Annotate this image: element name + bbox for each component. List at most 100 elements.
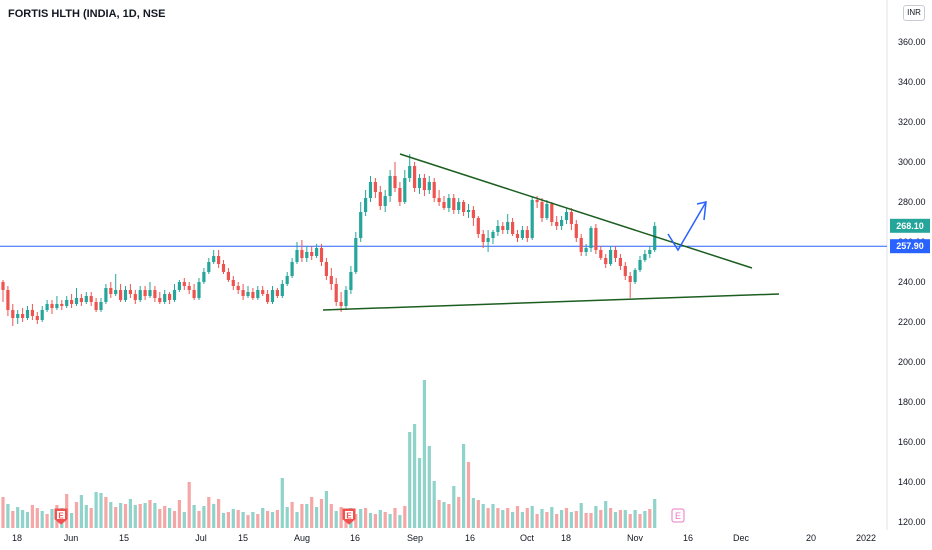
candle-body [324, 262, 328, 276]
candle-body [79, 298, 83, 302]
candle [574, 220, 578, 242]
volume-bar [354, 514, 358, 528]
candle-body [74, 298, 79, 304]
candle-body [457, 202, 461, 210]
candle [231, 276, 235, 290]
volume-bar [133, 505, 137, 528]
volume-bar [501, 510, 505, 528]
volume-bar [403, 506, 407, 528]
volume-bar [643, 511, 647, 528]
candle-body [520, 230, 524, 238]
candle-body [275, 290, 279, 296]
candle [638, 256, 642, 272]
volume-bar [638, 514, 642, 528]
candle-body [30, 310, 34, 316]
candle [138, 286, 142, 302]
candle-body [471, 210, 475, 218]
candle-body [613, 250, 618, 258]
volume-bar [378, 510, 382, 528]
candle-body [525, 230, 529, 238]
volume-bar [310, 497, 314, 528]
candle [99, 298, 103, 312]
candle-body [133, 294, 137, 300]
candle [295, 242, 299, 264]
volume-bar [128, 499, 132, 528]
candle-body [128, 290, 132, 294]
line-price-tag [890, 239, 930, 254]
earnings-marker[interactable]: E [342, 508, 356, 525]
candle [315, 244, 319, 258]
candle-body [393, 176, 397, 188]
volume-bar [275, 510, 279, 528]
candle [280, 280, 284, 298]
candle [520, 226, 524, 240]
candle [310, 246, 314, 260]
candle-body [40, 310, 44, 320]
last-price-label: 268.10 [896, 221, 924, 231]
candle-body [609, 250, 613, 264]
candle [618, 254, 622, 270]
volume-bar [99, 493, 103, 528]
candle-body [594, 228, 598, 250]
volume-bar [290, 502, 294, 528]
candle [114, 274, 118, 296]
volume-bar [246, 515, 250, 528]
volume-bar [50, 509, 54, 528]
currency-badge[interactable]: INR [903, 5, 925, 21]
candle [45, 300, 49, 312]
y-tick-label: 300.00 [898, 157, 926, 167]
x-tick-label: 16 [465, 533, 475, 543]
volume-bar [21, 510, 25, 528]
volume-bar [138, 504, 142, 528]
candle-body [60, 304, 64, 306]
candle [319, 244, 324, 266]
candle [109, 282, 113, 298]
candle [285, 272, 289, 286]
volume-bar [452, 486, 456, 528]
volume-bar [457, 497, 461, 528]
trendlines[interactable] [322, 153, 780, 311]
y-tick-label: 120.00 [898, 517, 926, 527]
candle [540, 198, 544, 222]
x-tick-label: 15 [119, 533, 129, 543]
candle-body [285, 276, 289, 284]
candle [30, 304, 34, 320]
volume-bar [182, 512, 186, 528]
candle-body [236, 286, 240, 290]
volume-bar [442, 502, 446, 528]
candle-body [364, 198, 368, 212]
x-tick-label: 2022 [856, 533, 876, 543]
candle-body [192, 290, 196, 298]
candle [633, 268, 637, 284]
projection-arrow [667, 201, 707, 252]
candle [163, 290, 167, 304]
candle-body [452, 198, 456, 210]
marker-inner [57, 511, 65, 519]
volume-bar [197, 511, 201, 528]
volume-bar [339, 507, 343, 528]
candle [599, 246, 603, 260]
candle [16, 310, 20, 324]
candle [378, 186, 382, 210]
earnings-marker[interactable]: E [671, 508, 685, 523]
earnings-marker[interactable]: E [54, 508, 68, 525]
candle-body [310, 252, 314, 256]
candle [648, 246, 652, 258]
candle-body [344, 290, 348, 306]
volume-bar [417, 458, 422, 528]
candle-body [334, 284, 338, 302]
price-labels: 268.10 257.90 [890, 218, 930, 254]
volume-bar [432, 481, 436, 528]
candle-body [403, 178, 407, 202]
volume-bar [319, 499, 324, 528]
volume-bar [324, 491, 328, 528]
candle-body [417, 178, 422, 188]
candle-body [633, 270, 637, 282]
candle [192, 284, 196, 300]
marker-letter: E [346, 512, 352, 521]
candle [476, 216, 480, 238]
x-tick-label: Nov [627, 533, 644, 543]
candle [153, 286, 157, 302]
